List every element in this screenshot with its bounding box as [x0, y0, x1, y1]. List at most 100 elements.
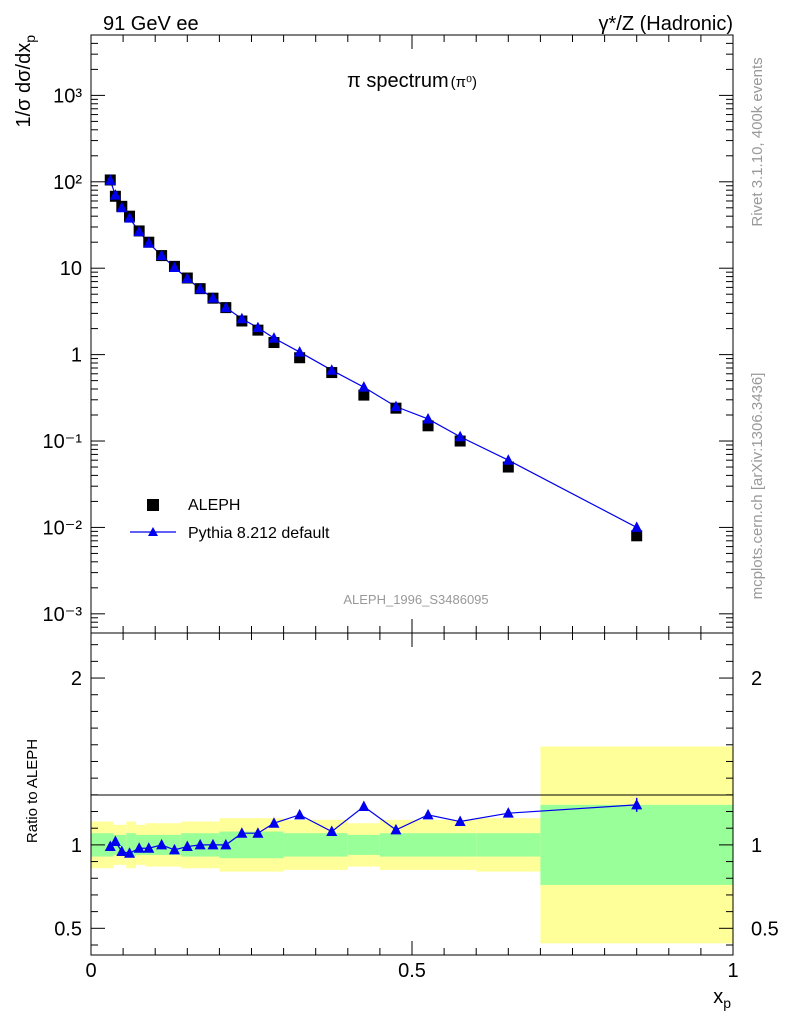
aleph-point	[502, 461, 514, 473]
mc-point	[502, 454, 514, 465]
rivet-label: Rivet 3.1.10, 400k events	[749, 57, 766, 226]
mc-point	[631, 521, 643, 532]
main-ytick-label: 10	[60, 258, 82, 280]
ratio-ytick-label-left: 2	[71, 668, 82, 690]
main-frame	[90, 34, 734, 634]
ratio-point	[207, 838, 219, 850]
xlabel: xp	[713, 986, 731, 1011]
inner-band-bin	[379, 833, 477, 857]
ratio-ytick-label-right: 2	[751, 668, 762, 690]
xtick-label: 0.5	[398, 960, 426, 982]
mc-point	[358, 381, 370, 392]
mc-point	[454, 430, 466, 442]
xtick-label: 1	[727, 960, 738, 982]
ratio-point	[156, 838, 168, 850]
aleph-point	[358, 389, 370, 401]
ratio-ytick-label-right: 0.5	[751, 918, 779, 940]
aleph-point	[422, 420, 434, 432]
mc-point	[168, 261, 180, 272]
plot-title: π spectrum (π⁰)	[347, 70, 477, 92]
inner-band-bin	[219, 831, 284, 859]
ratio-ylabel: Ratio to ALEPH	[24, 739, 41, 843]
ratio-point	[358, 800, 370, 812]
ratio-panel: 0.5 0.51 12 2 0 0.5 1 Ratio to ALEPH xp	[24, 632, 779, 1011]
mc-point	[104, 174, 116, 185]
header-left: 91 GeV ee	[103, 13, 199, 35]
ratio-ytick-labels: 0.5 0.5 1 1 2 2	[54, 668, 779, 940]
ratio-point	[143, 842, 155, 853]
ratio-point	[124, 847, 136, 858]
ratio-point	[181, 840, 193, 852]
mc-point	[156, 249, 168, 261]
ratio-point	[236, 827, 248, 838]
ratio-point	[133, 842, 145, 853]
mc-point	[252, 321, 264, 333]
ratio-point	[109, 835, 121, 847]
ratio-point	[220, 838, 232, 850]
mc-point	[294, 346, 306, 357]
main-ylabel: 1/σ dσ/dxp	[13, 35, 38, 128]
legend-marker-mc	[148, 527, 158, 536]
legend-marker-aleph	[147, 499, 159, 511]
ratio-point	[168, 843, 180, 855]
header-right: γ*/Z (Hadronic)	[599, 13, 733, 35]
mc-point	[422, 412, 434, 424]
inner-band-bin	[347, 834, 380, 855]
inner-band-bin	[540, 804, 733, 885]
mc-point	[268, 332, 280, 343]
mc-point	[181, 272, 193, 284]
ratio-ytick-label-left: 0.5	[54, 918, 82, 940]
main-ytick-label: 10⁻¹	[43, 431, 83, 453]
ratio-ytick-label-right: 1	[751, 835, 762, 857]
ratio-point	[631, 798, 643, 810]
main-ytick-label: 10⁻³	[43, 604, 83, 626]
ratio-point	[294, 808, 306, 820]
main-ytick-label: 1	[71, 345, 82, 367]
mc-series-line	[109, 180, 637, 528]
main-ytick-labels: 10⁻³ 10⁻² 10⁻¹ 1 10 10² 10³	[43, 85, 83, 625]
xtick-label: 0	[85, 960, 96, 982]
inner-band-bin	[476, 833, 541, 857]
mc-point	[220, 301, 232, 313]
mc-point	[133, 225, 145, 237]
mc-point	[390, 400, 402, 412]
mc-point	[194, 282, 206, 294]
mc-point	[326, 364, 338, 375]
main-points	[104, 174, 643, 542]
main-ytick-label: 10²	[53, 172, 82, 194]
ratio-point	[502, 807, 514, 818]
mc-point	[124, 212, 136, 223]
inner-band-bin	[126, 833, 136, 857]
ratio-point	[390, 823, 402, 835]
ratio-point	[116, 845, 128, 857]
ratio-ticks	[90, 633, 734, 955]
legend-label-mc: Pythia 8.212 default	[188, 525, 330, 542]
inner-band-bin	[283, 833, 348, 857]
ratio-point	[326, 825, 338, 837]
legend: ALEPH Pythia 8.212 default	[130, 497, 330, 542]
ratio-point	[268, 817, 280, 828]
aleph-point	[631, 530, 643, 542]
main-panel: 10⁻³ 10⁻² 10⁻¹ 1 10 10² 10³ 1/σ dσ/dxp π spect…	[13, 34, 734, 634]
mc-point	[109, 189, 121, 200]
inner-band-bin	[135, 834, 146, 855]
analysis-tag: ALEPH_1996_S3486095	[343, 592, 488, 607]
ratio-ytick-label-left: 1	[71, 835, 82, 857]
legend-label-aleph: ALEPH	[188, 497, 240, 514]
ratio-point	[252, 827, 264, 838]
mc-point	[207, 292, 219, 303]
ratio-point	[454, 815, 466, 827]
ratio-point	[422, 808, 434, 820]
ratio-point	[194, 838, 206, 850]
mc-point	[143, 237, 155, 248]
main-ticks	[90, 34, 734, 634]
aleph-point	[294, 352, 306, 364]
xtick-labels: 0 0.5 1	[85, 960, 738, 982]
mc-point	[236, 312, 248, 324]
main-ytick-label: 10⁻²	[43, 517, 83, 539]
mc-point	[116, 201, 128, 213]
main-ytick-label: 10³	[53, 85, 82, 107]
ratio-points	[104, 797, 643, 858]
mcplots-label: mcplots.cern.ch [arXiv:1306.3436]	[749, 373, 766, 600]
